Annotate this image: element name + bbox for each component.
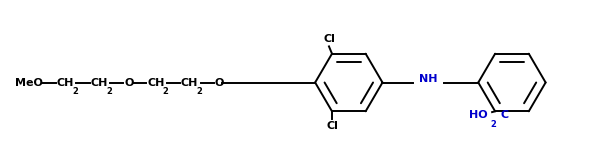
- Text: CH: CH: [56, 78, 73, 87]
- Text: 2: 2: [163, 87, 169, 96]
- Text: Cl: Cl: [323, 34, 335, 44]
- Text: CH: CH: [90, 78, 107, 87]
- Text: 2: 2: [197, 87, 202, 96]
- Text: MeO: MeO: [15, 78, 42, 87]
- Text: Cl: Cl: [326, 121, 338, 131]
- Text: 2: 2: [106, 87, 112, 96]
- Text: O: O: [215, 78, 224, 87]
- Text: O: O: [124, 78, 134, 87]
- Text: 2: 2: [72, 87, 78, 96]
- Text: NH: NH: [419, 74, 438, 84]
- Text: CH: CH: [181, 78, 198, 87]
- Text: 2: 2: [490, 120, 496, 129]
- Text: CH: CH: [147, 78, 164, 87]
- Text: C: C: [501, 110, 509, 120]
- Text: HO: HO: [469, 110, 487, 120]
